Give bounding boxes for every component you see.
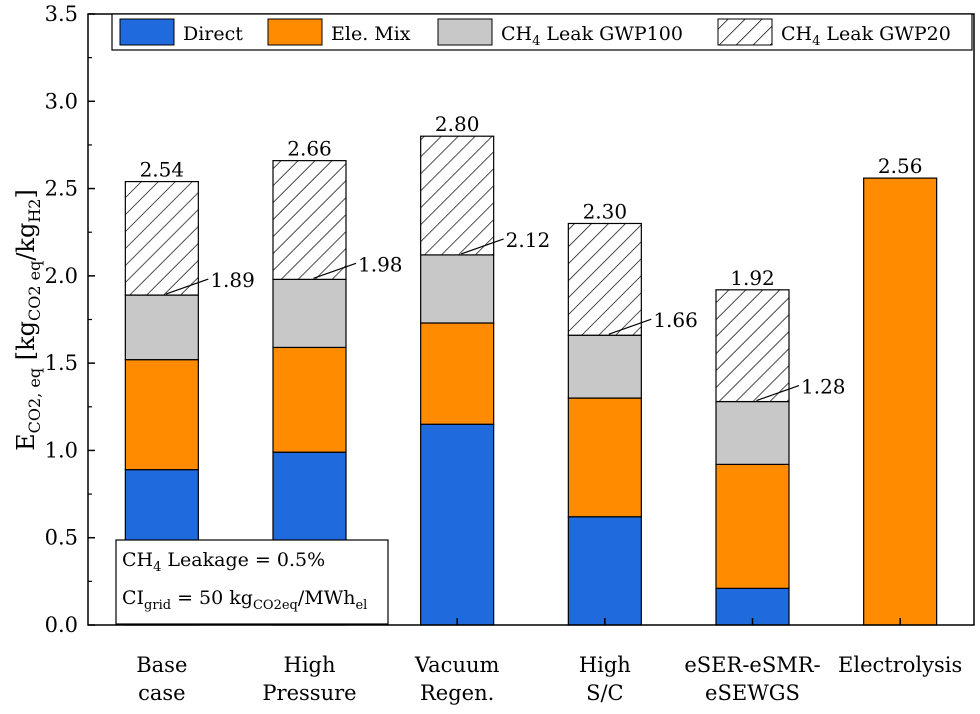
y-axis-label: ECO2, eq [kgCO2 eq/kgH2] [12, 189, 44, 451]
total-value-label: 2.54 [140, 158, 185, 182]
leader-line [165, 278, 209, 295]
x-category-label: Base case [136, 653, 187, 705]
bar-segment-ch4-leak-gwp100 [420, 254, 495, 324]
bar-segment-ch4-leak-gwp20 [715, 289, 790, 403]
bar-segment-direct [567, 516, 642, 626]
legend-label-ele-mix: Ele. Mix [331, 23, 411, 45]
y-tick-label: 2.0 [45, 264, 78, 288]
annotation-ci-grid: CIgrid = 50 kgCO2eq/MWhel [122, 587, 367, 613]
bar-segment-ele-mix [567, 397, 642, 518]
total-value-label: 2.56 [878, 154, 923, 178]
y-tick-label: 1.0 [45, 438, 78, 462]
bar-segment-ch4-leak-gwp20 [420, 135, 495, 256]
legend-label-gwp20: CH4 Leak GWP20 [781, 23, 951, 49]
legend-swatch-gwp20 [717, 18, 773, 46]
legend: Direct Ele. Mix CH4 Leak GWP100 CH4 Leak… [111, 13, 973, 51]
legend-frame [111, 13, 973, 51]
bar-segment-direct [420, 423, 495, 626]
gwp100-value-label: 2.12 [506, 228, 551, 252]
bar-segment-ch4-leak-gwp100 [715, 400, 790, 465]
y-tick-label: 1.5 [45, 351, 78, 375]
total-value-label: 2.66 [287, 137, 332, 161]
legend-swatch-gwp100 [437, 18, 493, 46]
x-category-label: Vacuum Regen. [414, 653, 500, 705]
bar-segment-ch4-leak-gwp20 [272, 160, 347, 280]
y-tick-label: 3.0 [45, 89, 78, 113]
x-category-label: Electrolysis [838, 653, 962, 677]
y-tick-label: 0.5 [45, 526, 78, 550]
legend-label-direct: Direct [183, 23, 243, 45]
bar-segment-ch4-leak-gwp100 [272, 278, 347, 349]
annotation-box: CH4 Leakage = 0.5% CIgrid = 50 kgCO2eq/M… [115, 539, 389, 625]
annotation-ch4-leakage: CH4 Leakage = 0.5% [122, 549, 325, 575]
leader-line [608, 318, 652, 335]
total-value-label: 2.30 [583, 199, 628, 223]
gwp100-value-label: 1.66 [653, 308, 698, 332]
legend-label-gwp100: CH4 Leak GWP100 [501, 23, 683, 49]
y-tick-label: 2.5 [45, 177, 78, 201]
total-value-label: 1.92 [730, 266, 775, 290]
bar-segment-ele-mix [272, 346, 347, 453]
bar-segment-ele-mix [420, 322, 495, 425]
gwp100-value-label: 1.98 [358, 252, 403, 276]
bar-segment-ch4-leak-gwp20 [124, 180, 199, 296]
x-category-label: eSER-eSMR-eSEWGS [684, 653, 820, 705]
plot-frame [87, 13, 975, 626]
gwp100-value-label: 1.89 [210, 268, 255, 292]
y-axis-ticks: 0.0 0.5 1.0 1.5 2.0 2.5 3.0 3.5 [45, 2, 95, 637]
annotation-frame [115, 539, 389, 625]
leader-line [460, 238, 504, 255]
bar-segment-ele-mix [715, 463, 790, 589]
gwp100-value-label: 1.28 [801, 375, 846, 399]
x-axis-categories: Base case High Pressure Vacuum Regen. High S/C e… [136, 618, 962, 705]
leader-line [313, 262, 357, 279]
total-value-label: 2.80 [435, 112, 480, 136]
bar-segment-ele-mix [863, 177, 938, 626]
bar-segment-ch4-leak-gwp100 [567, 334, 642, 399]
data-labels: 2.54 1.89 2.66 1.98 2.80 2.12 2.30 1.66 1.92 1.28… [140, 112, 923, 402]
y-tick-label: 3.5 [45, 2, 78, 26]
x-category-label: High Pressure [262, 653, 356, 705]
bars-layer [124, 135, 938, 626]
x-category-label: High S/C [579, 653, 631, 705]
bar-segment-ele-mix [124, 359, 199, 471]
legend-swatch-direct [119, 18, 175, 46]
legend-swatch-ele-mix [267, 18, 323, 46]
bar-segment-ch4-leak-gwp20 [567, 222, 642, 336]
bar-segment-ch4-leak-gwp100 [124, 294, 199, 361]
leader-line [756, 384, 800, 402]
y-tick-label: 0.0 [45, 613, 78, 637]
